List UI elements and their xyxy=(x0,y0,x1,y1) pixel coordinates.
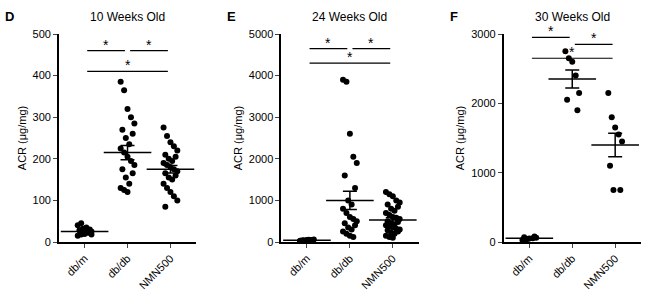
svg-text:db/db: db/db xyxy=(550,252,578,280)
svg-text:NMN500: NMN500 xyxy=(581,252,620,291)
svg-text:*: * xyxy=(347,49,353,65)
svg-text:30 Weeks Old: 30 Weeks Old xyxy=(535,10,610,24)
svg-text:*: * xyxy=(146,37,152,53)
svg-text:D: D xyxy=(5,9,14,24)
svg-text:100: 100 xyxy=(33,194,51,206)
svg-text:E: E xyxy=(227,9,236,24)
svg-text:1000: 1000 xyxy=(471,167,495,179)
svg-text:F: F xyxy=(450,9,458,24)
svg-text:5000: 5000 xyxy=(249,28,273,40)
svg-text:1000: 1000 xyxy=(249,194,273,206)
svg-text:0: 0 xyxy=(45,236,51,248)
svg-text:*: * xyxy=(548,23,554,39)
svg-text:3000: 3000 xyxy=(249,111,273,123)
svg-text:db/db: db/db xyxy=(105,252,133,280)
svg-text:*: * xyxy=(569,44,575,60)
svg-text:400: 400 xyxy=(33,69,51,81)
svg-text:2000: 2000 xyxy=(471,97,495,109)
svg-text:*: * xyxy=(103,37,109,53)
svg-text:ACR (μg/mg): ACR (μg/mg) xyxy=(232,106,244,170)
svg-text:db/m: db/m xyxy=(286,252,312,278)
svg-text:db/db: db/db xyxy=(327,252,355,280)
svg-text:200: 200 xyxy=(33,153,51,165)
svg-text:ACR (μg/mg): ACR (μg/mg) xyxy=(454,106,466,170)
svg-text:0: 0 xyxy=(490,236,496,248)
svg-text:0: 0 xyxy=(267,236,273,248)
svg-text:NMN500: NMN500 xyxy=(137,252,176,291)
svg-text:4000: 4000 xyxy=(249,69,273,81)
svg-text:*: * xyxy=(125,57,131,73)
svg-text:*: * xyxy=(368,35,374,51)
svg-text:*: * xyxy=(591,30,597,46)
svg-text:10 Weeks Old: 10 Weeks Old xyxy=(90,10,165,24)
svg-text:*: * xyxy=(325,35,331,51)
svg-text:2000: 2000 xyxy=(249,153,273,165)
svg-text:db/m: db/m xyxy=(64,252,90,278)
svg-text:3000: 3000 xyxy=(471,28,495,40)
svg-text:300: 300 xyxy=(33,111,51,123)
svg-text:NMN500: NMN500 xyxy=(359,252,398,291)
svg-text:ACR (μg/mg): ACR (μg/mg) xyxy=(16,106,28,170)
svg-text:24 Weeks Old: 24 Weeks Old xyxy=(312,10,387,24)
svg-text:db/m: db/m xyxy=(509,252,535,278)
svg-text:500: 500 xyxy=(33,28,51,40)
